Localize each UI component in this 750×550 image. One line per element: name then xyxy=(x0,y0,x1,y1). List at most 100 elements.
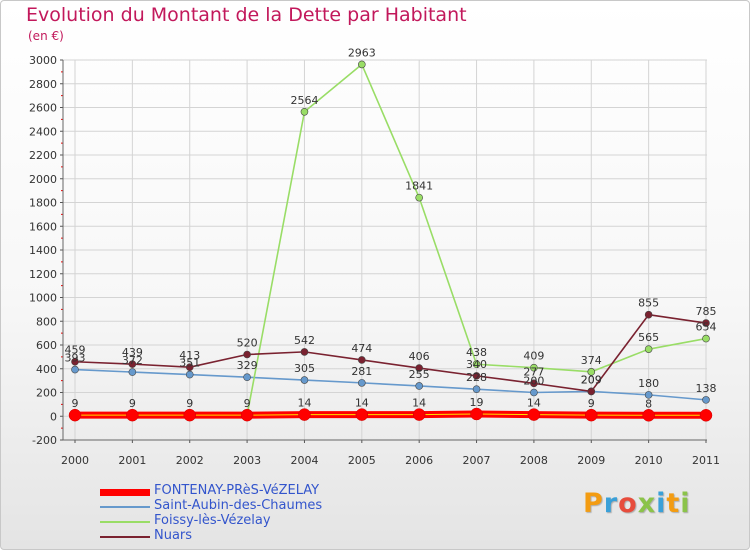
legend-label: FONTENAY-PRèS-VéZELAY xyxy=(154,483,320,498)
series-line-highlight xyxy=(75,413,706,416)
data-point xyxy=(298,408,311,421)
x-tick-label: 2000 xyxy=(61,454,89,467)
data-label: 14 xyxy=(527,397,541,410)
data-point xyxy=(243,350,251,359)
data-label: 329 xyxy=(237,359,258,372)
y-tick-label: 1200 xyxy=(29,268,57,281)
data-label: 9 xyxy=(588,397,595,410)
data-label: 9 xyxy=(129,397,136,410)
data-point xyxy=(128,360,137,368)
y-tick-label: 2000 xyxy=(29,173,57,186)
y-tick-label: -200 xyxy=(32,434,57,447)
data-label: 14 xyxy=(412,397,426,410)
data-point xyxy=(527,408,541,421)
legend-swatch xyxy=(100,536,150,538)
data-label: 277 xyxy=(523,365,544,378)
data-point xyxy=(415,364,423,372)
data-label: 785 xyxy=(696,305,717,318)
data-label: 14 xyxy=(355,397,369,410)
data-label: 439 xyxy=(122,346,143,359)
data-label: 2963 xyxy=(348,46,376,59)
data-point xyxy=(472,385,481,393)
chart-subtitle: (en €) xyxy=(28,29,64,43)
data-point xyxy=(644,391,653,399)
data-label: 9 xyxy=(186,397,193,410)
logo-letter: x xyxy=(637,488,657,519)
data-point xyxy=(702,396,710,404)
x-tick-label: 2004 xyxy=(290,454,318,467)
data-point xyxy=(470,407,483,421)
x-tick-label: 2011 xyxy=(692,454,720,467)
logo-letter: o xyxy=(618,488,638,519)
x-tick-label: 2009 xyxy=(577,454,605,467)
x-tick-label: 2008 xyxy=(520,454,548,467)
legend-swatch xyxy=(100,488,150,496)
y-tick-label: 800 xyxy=(36,315,57,328)
data-label: 180 xyxy=(638,377,659,390)
logo-letter: i xyxy=(680,488,691,519)
data-point xyxy=(415,382,423,390)
x-tick-label: 2003 xyxy=(233,454,261,467)
data-point xyxy=(355,408,369,421)
data-point xyxy=(587,387,596,396)
data-point xyxy=(699,409,713,422)
y-tick-label: 2400 xyxy=(29,125,57,138)
data-point xyxy=(702,319,710,327)
data-point xyxy=(300,376,309,384)
data-point xyxy=(644,345,653,353)
x-tick-label: 2002 xyxy=(176,454,204,467)
data-point xyxy=(128,368,137,376)
x-tick-label: 2010 xyxy=(635,454,663,467)
data-label: 459 xyxy=(65,344,86,357)
chart-title: Evolution du Montant de la Dette par Hab… xyxy=(26,4,467,26)
data-point xyxy=(183,408,196,422)
data-label: 374 xyxy=(581,354,602,367)
data-point xyxy=(71,365,79,374)
data-label: 209 xyxy=(581,373,602,386)
data-point xyxy=(415,193,423,202)
data-point xyxy=(300,348,309,356)
y-tick-label: 1000 xyxy=(29,292,57,305)
y-tick-label: 2800 xyxy=(29,78,57,91)
legend-label: Saint-Aubin-des-Chaumes xyxy=(154,498,323,513)
data-point xyxy=(358,379,366,387)
data-point xyxy=(412,408,426,421)
legend-swatch xyxy=(100,506,150,508)
y-tick-label: 600 xyxy=(36,339,57,352)
y-tick-label: 0 xyxy=(50,410,57,423)
data-point xyxy=(243,373,251,381)
data-label: 200 xyxy=(523,375,544,388)
data-label: 413 xyxy=(179,349,200,362)
x-tick-label: 2006 xyxy=(405,454,433,467)
data-point xyxy=(71,357,79,366)
y-tick-label: 400 xyxy=(36,363,57,376)
y-tick-label: 1800 xyxy=(29,197,57,210)
data-point xyxy=(358,60,366,69)
data-label: 19 xyxy=(470,396,484,409)
series-line-2 xyxy=(75,63,707,416)
y-tick-label: 1600 xyxy=(29,220,57,233)
data-point xyxy=(702,334,710,343)
data-point xyxy=(530,379,538,388)
data-point xyxy=(185,363,194,372)
data-point xyxy=(126,408,139,422)
legend-label: Foissy-lès-Vézelay xyxy=(154,513,271,528)
data-label: 855 xyxy=(638,297,659,310)
data-label: 9 xyxy=(72,397,79,410)
data-label: 438 xyxy=(466,346,487,359)
data-label: 2564 xyxy=(290,94,318,107)
y-tick-label: 3000 xyxy=(29,54,57,67)
series-line-1 xyxy=(74,368,707,401)
logo-letter: t xyxy=(666,488,681,519)
y-tick-label: 2600 xyxy=(29,102,57,115)
data-point xyxy=(358,356,366,364)
series-line-3 xyxy=(74,313,707,393)
data-point xyxy=(642,409,655,422)
x-tick-label: 2001 xyxy=(118,454,146,467)
data-point xyxy=(472,372,481,380)
data-label: 14 xyxy=(297,397,311,410)
y-tick-label: 200 xyxy=(36,387,57,400)
data-label: 138 xyxy=(696,382,717,395)
data-point xyxy=(585,408,598,422)
